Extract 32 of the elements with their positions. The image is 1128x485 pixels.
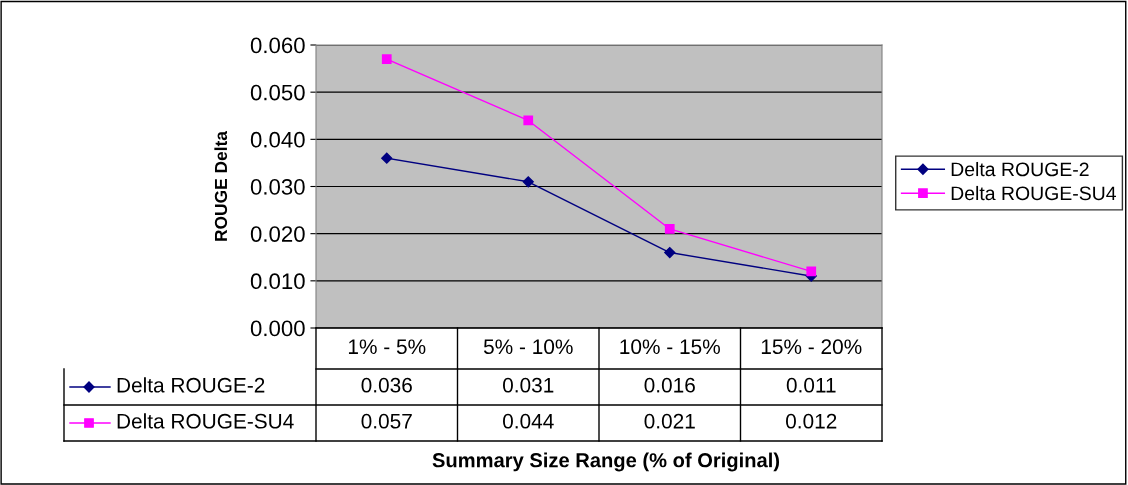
data-label: 0.011 bbox=[786, 377, 836, 393]
point bbox=[806, 266, 817, 277]
data-label: 0.012 bbox=[786, 413, 837, 429]
point bbox=[381, 54, 392, 65]
y-axis-title: ROUGE Delta bbox=[214, 130, 228, 241]
y-tick-label: 0.050 bbox=[250, 84, 305, 101]
point bbox=[664, 224, 675, 234]
x-tick-label: 10% - 15% bbox=[620, 339, 720, 355]
data-label: 0.021 bbox=[644, 413, 695, 429]
text: Delta ROUGE-2 bbox=[117, 377, 265, 393]
y-tick-label: 0.000 bbox=[250, 320, 305, 337]
data-label: 0.036 bbox=[361, 377, 412, 393]
y-tick-label: 0.040 bbox=[250, 131, 305, 148]
point bbox=[664, 246, 676, 259]
y-tick-label: 0.060 bbox=[250, 37, 305, 54]
point bbox=[522, 176, 534, 188]
data-label: 0.057 bbox=[361, 413, 412, 429]
x-axis-title: Summary Size Range (% of Original) bbox=[432, 452, 780, 472]
x-tick-label: 1% - 5% bbox=[348, 339, 426, 355]
data-label: 0.016 bbox=[644, 377, 695, 393]
x-tick-label: 5% - 10% bbox=[483, 339, 573, 355]
data-label: 0.031 bbox=[503, 377, 554, 393]
legend-label: Delta ROUGE-2 bbox=[951, 161, 1089, 177]
x-tick-label: 15% - 20% bbox=[761, 339, 862, 355]
text: Delta ROUGE-SU4 bbox=[117, 413, 294, 429]
y-tick-label: 0.010 bbox=[250, 273, 305, 290]
data-label: 0.044 bbox=[503, 413, 554, 429]
legend-label: Delta ROUGE-SU4 bbox=[951, 185, 1116, 201]
y-tick-label: 0.030 bbox=[250, 179, 305, 195]
point bbox=[523, 115, 534, 126]
y-tick-label: 0.020 bbox=[250, 226, 305, 242]
point bbox=[381, 152, 393, 164]
